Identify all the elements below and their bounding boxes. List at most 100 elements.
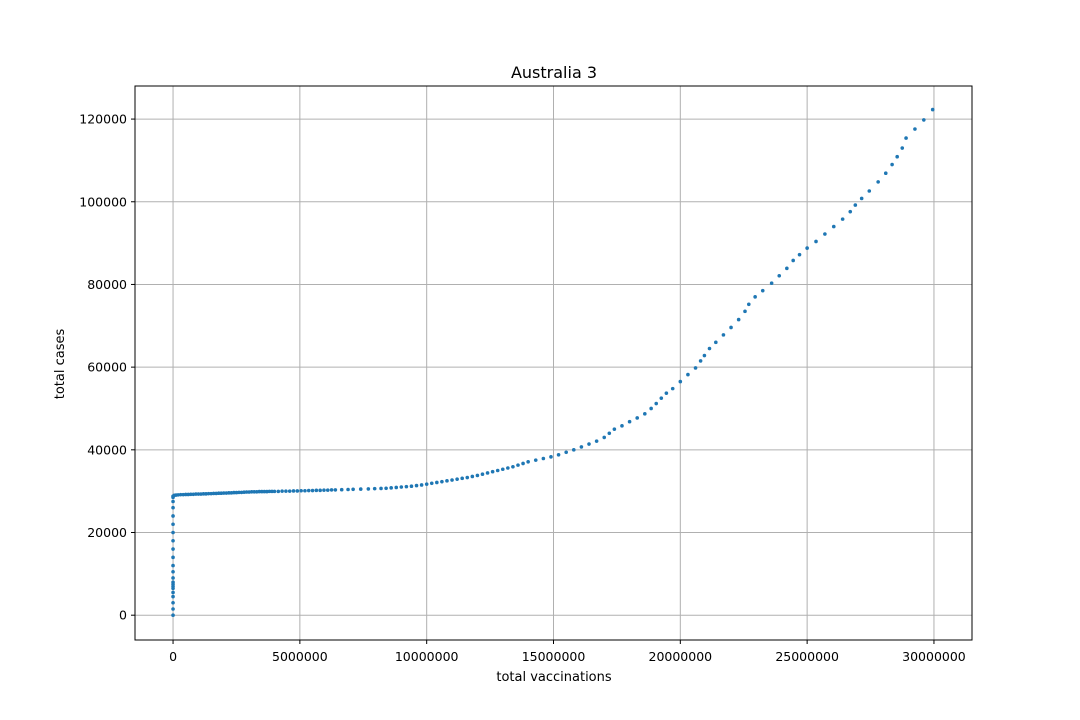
data-point bbox=[260, 489, 264, 494]
data-point bbox=[171, 613, 175, 617]
data-point bbox=[372, 486, 377, 491]
data-point bbox=[612, 427, 617, 431]
data-point bbox=[686, 372, 690, 377]
data-point bbox=[895, 154, 899, 159]
data-point bbox=[409, 484, 414, 489]
data-point bbox=[262, 489, 267, 494]
y-tick-label: 120000 bbox=[79, 112, 127, 127]
data-point bbox=[465, 475, 470, 480]
data-point bbox=[346, 487, 350, 492]
data-point bbox=[414, 483, 419, 488]
data-point bbox=[171, 547, 175, 551]
x-tick-label: 30000000 bbox=[902, 649, 966, 664]
data-point bbox=[654, 401, 659, 406]
data-point bbox=[257, 489, 262, 494]
data-point bbox=[736, 317, 741, 322]
data-point bbox=[848, 209, 853, 214]
data-point bbox=[516, 463, 520, 467]
data-point bbox=[358, 487, 363, 491]
x-tick-label: 10000000 bbox=[395, 649, 459, 664]
data-point bbox=[876, 180, 880, 184]
data-point bbox=[791, 258, 795, 263]
data-point bbox=[303, 488, 307, 493]
data-point bbox=[272, 489, 277, 494]
data-point bbox=[171, 600, 175, 605]
y-tick-label: 20000 bbox=[87, 525, 127, 540]
data-point bbox=[194, 492, 198, 496]
data-point bbox=[333, 488, 338, 492]
data-point bbox=[299, 488, 303, 493]
data-point bbox=[295, 489, 300, 493]
y-tick-label: 100000 bbox=[79, 194, 127, 209]
data-point bbox=[777, 273, 782, 278]
data-point bbox=[785, 266, 789, 271]
data-point bbox=[419, 483, 424, 487]
data-point bbox=[171, 563, 175, 568]
data-point bbox=[485, 471, 490, 475]
data-point bbox=[480, 472, 485, 477]
data-point bbox=[280, 489, 284, 493]
data-point bbox=[318, 488, 322, 493]
data-point bbox=[913, 127, 917, 131]
data-point bbox=[883, 171, 888, 176]
data-point bbox=[394, 485, 399, 490]
data-point bbox=[627, 419, 632, 424]
data-point bbox=[171, 590, 175, 595]
data-point bbox=[339, 487, 344, 492]
data-point bbox=[564, 450, 568, 455]
data-point bbox=[890, 162, 894, 167]
data-point bbox=[237, 490, 241, 495]
data-point bbox=[500, 467, 505, 472]
data-point bbox=[189, 492, 193, 497]
data-point bbox=[389, 486, 393, 490]
data-point bbox=[823, 232, 827, 236]
data-point bbox=[287, 489, 292, 493]
data-point bbox=[424, 482, 429, 486]
data-point bbox=[379, 486, 383, 491]
data-point bbox=[900, 146, 905, 150]
data-point bbox=[366, 487, 371, 491]
data-point bbox=[178, 492, 183, 497]
data-point bbox=[659, 396, 664, 400]
data-point bbox=[831, 224, 836, 229]
data-point bbox=[587, 442, 591, 446]
y-tick-label: 40000 bbox=[87, 442, 127, 457]
data-point bbox=[747, 302, 751, 307]
data-point bbox=[384, 486, 388, 491]
y-axis-label: total cases bbox=[53, 329, 68, 400]
x-axis-ticks: 0 5000000 10000000 15000000 20000000 25000000… bbox=[169, 640, 966, 664]
data-point bbox=[314, 488, 319, 493]
data-point bbox=[171, 499, 175, 504]
x-tick-label: 5000000 bbox=[272, 649, 328, 664]
data-point bbox=[635, 416, 639, 420]
x-tick-label: 25000000 bbox=[775, 649, 839, 664]
data-point bbox=[495, 468, 500, 473]
data-point bbox=[322, 488, 326, 492]
data-point bbox=[171, 569, 175, 574]
data-point bbox=[506, 466, 510, 470]
data-point bbox=[840, 217, 845, 221]
chart-title: Australia 3 bbox=[511, 63, 597, 82]
data-point bbox=[399, 485, 404, 489]
data-point bbox=[702, 353, 707, 358]
data-point bbox=[760, 288, 765, 293]
data-point bbox=[171, 522, 175, 527]
data-point bbox=[201, 492, 206, 496]
data-point bbox=[678, 379, 683, 384]
data-point bbox=[310, 488, 315, 493]
data-point bbox=[450, 478, 454, 482]
data-point bbox=[490, 469, 495, 474]
data-point bbox=[221, 491, 226, 495]
data-point bbox=[904, 136, 908, 140]
data-point bbox=[649, 406, 653, 411]
data-point bbox=[171, 505, 175, 510]
data-point bbox=[594, 439, 599, 443]
data-points bbox=[171, 107, 935, 617]
data-point bbox=[267, 489, 272, 494]
data-point bbox=[556, 452, 561, 457]
data-point bbox=[252, 489, 257, 494]
grid-lines bbox=[135, 86, 972, 640]
x-tick-label: 0 bbox=[169, 649, 177, 664]
data-point bbox=[930, 107, 935, 112]
